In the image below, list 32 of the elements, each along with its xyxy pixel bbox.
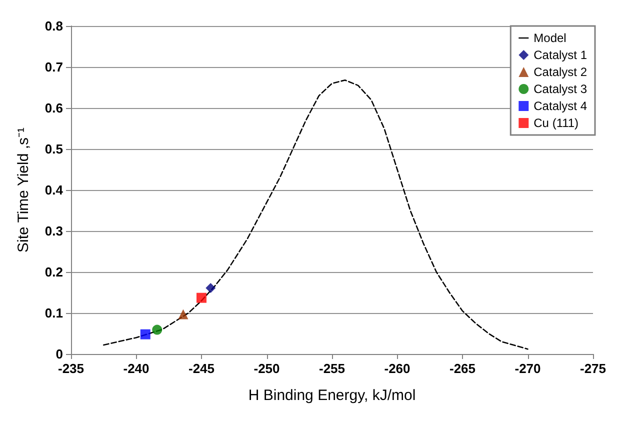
y-tick-label: 0.6 xyxy=(44,100,63,116)
x-tick-label: -235 xyxy=(58,361,84,376)
x-tick-label: -240 xyxy=(123,361,150,376)
y-tick-label: 0 xyxy=(56,346,63,362)
x-tick-label: -250 xyxy=(254,361,280,376)
legend-label: Catalyst 2 xyxy=(534,65,588,79)
point xyxy=(178,309,188,320)
x-tick-label: -270 xyxy=(514,361,541,376)
y-tick-label: 0.8 xyxy=(44,18,63,34)
x-tick-label: -265 xyxy=(449,361,476,376)
x-tick-label: -245 xyxy=(188,361,215,376)
point xyxy=(196,292,206,303)
legend-label: Model xyxy=(534,31,566,45)
legend-label: Catalyst 1 xyxy=(534,48,588,62)
legend-label: Cu (111) xyxy=(534,116,579,130)
legend-label: Catalyst 3 xyxy=(534,82,588,96)
point xyxy=(206,282,216,293)
x-tick-label: -260 xyxy=(384,361,410,376)
x-tick-label: -275 xyxy=(580,361,606,376)
x-axis-title: H Binding Energy, kJ/mol xyxy=(248,387,416,404)
y-tick-label: 0.3 xyxy=(44,224,63,238)
y-tick-label: 0.5 xyxy=(44,142,63,156)
y-tick-label: 0.7 xyxy=(44,60,63,74)
line-series xyxy=(102,79,528,350)
x-tick-label: -255 xyxy=(318,361,346,376)
point xyxy=(152,324,162,335)
legend-label: Catalyst 4 xyxy=(534,99,588,113)
y-tick-label: 0.2 xyxy=(44,264,63,280)
y-tick-label: 0.4 xyxy=(44,182,64,198)
point xyxy=(140,329,150,340)
y-axis-title: Site Time Yield ,s⁻¹ xyxy=(15,127,32,253)
y-tick-label: 0.1 xyxy=(44,306,63,320)
